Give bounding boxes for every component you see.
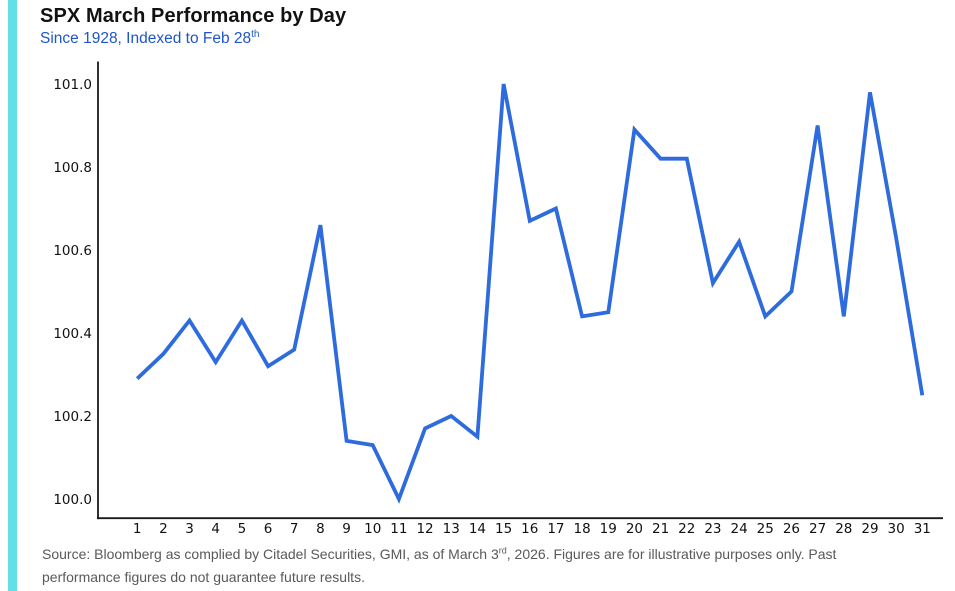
x-tick-label: 18 xyxy=(573,521,590,537)
x-tick-label: 1 xyxy=(133,521,142,537)
x-tick-label: 2 xyxy=(159,521,168,537)
x-tick-label: 14 xyxy=(469,521,486,537)
x-tick-label: 31 xyxy=(914,521,931,537)
x-tick-label: 15 xyxy=(495,521,512,537)
x-tick-label: 22 xyxy=(678,521,695,537)
subtitle-superscript: th xyxy=(251,28,260,40)
x-tick-label: 7 xyxy=(290,521,299,537)
y-tick-label: 100.8 xyxy=(53,160,92,176)
x-tick-label: 6 xyxy=(264,521,273,537)
accent-bar xyxy=(8,0,17,591)
x-tick-label: 10 xyxy=(364,521,381,537)
x-tick-label: 11 xyxy=(390,521,407,537)
x-tick-label: 28 xyxy=(835,521,852,537)
x-tick-label: 26 xyxy=(783,521,800,537)
y-tick-label: 100.4 xyxy=(53,326,92,342)
x-tick-label: 17 xyxy=(547,521,564,537)
x-tick-label: 20 xyxy=(626,521,643,537)
chart-subtitle: Since 1928, Indexed to Feb 28th xyxy=(40,29,259,49)
page-title: SPX March Performance by Day xyxy=(40,5,347,27)
x-tick-label: 8 xyxy=(316,521,325,537)
source-superscript: rd xyxy=(498,545,507,556)
x-tick-label: 21 xyxy=(652,521,669,537)
x-tick-label: 16 xyxy=(521,521,538,537)
x-tick-label: 29 xyxy=(861,521,878,537)
source-text-line2: performance figures do not guarantee fut… xyxy=(42,568,365,585)
source-text-continued: , 2026. Figures are for illustrative pur… xyxy=(506,546,837,562)
x-tick-label: 23 xyxy=(704,521,721,537)
source-note: Source: Bloomberg as complied by Citadel… xyxy=(42,543,948,588)
performance-line xyxy=(135,83,925,504)
subtitle-text: Since 1928, Indexed to Feb 28 xyxy=(40,30,252,47)
x-tick-label: 25 xyxy=(757,521,774,537)
y-tick-label: 100.6 xyxy=(53,243,92,259)
x-tick-label: 12 xyxy=(416,521,433,537)
x-tick-label: 30 xyxy=(888,521,905,537)
x-tick-label: 4 xyxy=(211,521,220,537)
x-tick-label: 5 xyxy=(238,521,247,537)
y-tick-label: 100.0 xyxy=(53,492,92,508)
x-tick-label: 9 xyxy=(342,521,351,537)
x-tick-label: 19 xyxy=(600,521,617,537)
y-tick-label: 100.2 xyxy=(53,409,92,425)
x-tick-label: 27 xyxy=(809,521,826,537)
x-tick-label: 13 xyxy=(443,521,460,537)
source-text: Source: Bloomberg as complied by Citadel… xyxy=(42,546,499,562)
x-tick-label: 24 xyxy=(731,521,748,537)
x-tick-label: 3 xyxy=(185,521,194,537)
y-tick-label: 101.0 xyxy=(53,77,92,93)
